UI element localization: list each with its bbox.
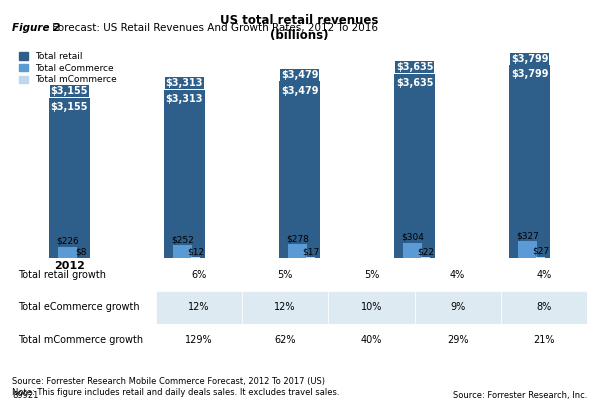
Text: 12%: 12%	[188, 302, 210, 312]
Text: 40%: 40%	[361, 335, 382, 345]
Text: $278: $278	[286, 234, 309, 243]
Text: $3,635: $3,635	[396, 62, 433, 72]
FancyBboxPatch shape	[415, 291, 501, 324]
Text: Figure 2: Figure 2	[12, 23, 60, 33]
Text: $3,799: $3,799	[511, 69, 548, 79]
Text: Source: Forrester Research Mobile Commerce Forecast, 2012 To 2017 (US)
Note: Thi: Source: Forrester Research Mobile Commer…	[12, 377, 340, 397]
Text: 4%: 4%	[536, 269, 552, 279]
FancyBboxPatch shape	[242, 291, 328, 324]
Text: $252: $252	[171, 235, 194, 245]
Bar	[49, 98, 90, 258]
Text: $17: $17	[302, 247, 319, 257]
FancyBboxPatch shape	[415, 324, 501, 356]
Bar	[164, 90, 205, 258]
Bar	[519, 241, 537, 258]
Text: $3,313: $3,313	[166, 94, 203, 104]
Text: 8%: 8%	[536, 302, 552, 312]
Text: $304: $304	[401, 233, 424, 242]
Text: $226: $226	[56, 237, 79, 246]
Text: Total eCommerce growth: Total eCommerce growth	[18, 302, 140, 312]
Text: 89921: 89921	[12, 391, 38, 399]
Text: 6%: 6%	[191, 269, 207, 279]
FancyBboxPatch shape	[328, 324, 415, 356]
Bar	[279, 81, 320, 258]
FancyBboxPatch shape	[242, 258, 328, 291]
Text: $3,799: $3,799	[511, 54, 548, 64]
Text: $27: $27	[533, 247, 549, 256]
FancyBboxPatch shape	[501, 291, 587, 324]
FancyBboxPatch shape	[156, 291, 242, 324]
Text: Source: Forrester Research, Inc.: Source: Forrester Research, Inc.	[453, 391, 587, 399]
Text: $3,155: $3,155	[51, 86, 88, 96]
Text: $8: $8	[75, 248, 86, 257]
Bar	[191, 257, 200, 258]
FancyBboxPatch shape	[415, 258, 501, 291]
Text: 12%: 12%	[274, 302, 296, 312]
Bar	[59, 247, 77, 258]
Text: $3,635: $3,635	[396, 77, 433, 87]
Text: $3,479: $3,479	[281, 85, 318, 95]
Text: 21%: 21%	[533, 335, 555, 345]
Text: 4%: 4%	[450, 269, 465, 279]
Text: $22: $22	[418, 247, 434, 256]
Text: Total retail growth: Total retail growth	[18, 269, 106, 279]
Text: 5%: 5%	[364, 269, 379, 279]
Text: $12: $12	[187, 248, 204, 257]
FancyBboxPatch shape	[328, 258, 415, 291]
Bar	[421, 257, 430, 258]
Bar	[404, 243, 422, 258]
Title: US total retail revenues
(billions): US total retail revenues (billions)	[220, 14, 379, 42]
Text: $327: $327	[516, 232, 539, 241]
Bar	[306, 257, 315, 258]
Text: 5%: 5%	[277, 269, 293, 279]
Text: 62%: 62%	[274, 335, 296, 345]
Bar	[394, 73, 435, 258]
Text: $3,479: $3,479	[281, 70, 318, 80]
Text: $3,313: $3,313	[166, 78, 203, 88]
Text: 29%: 29%	[447, 335, 468, 345]
Text: $3,155: $3,155	[51, 102, 88, 112]
Text: 10%: 10%	[361, 302, 382, 312]
FancyBboxPatch shape	[501, 258, 587, 291]
FancyBboxPatch shape	[156, 258, 242, 291]
FancyBboxPatch shape	[242, 324, 328, 356]
Text: 129%: 129%	[185, 335, 213, 345]
Text: 9%: 9%	[450, 302, 465, 312]
FancyBboxPatch shape	[328, 291, 415, 324]
Bar	[174, 245, 192, 258]
Bar	[509, 65, 550, 258]
Bar	[536, 257, 545, 258]
Text: Forecast: US Retail Revenues And Growth Rates, 2012 To 2016: Forecast: US Retail Revenues And Growth …	[49, 23, 379, 33]
Legend: Total retail, Total eCommerce, Total mCommerce: Total retail, Total eCommerce, Total mCo…	[17, 49, 120, 87]
Bar	[289, 244, 307, 258]
FancyBboxPatch shape	[501, 324, 587, 356]
FancyBboxPatch shape	[156, 324, 242, 356]
Text: Total mCommerce growth: Total mCommerce growth	[18, 335, 143, 345]
